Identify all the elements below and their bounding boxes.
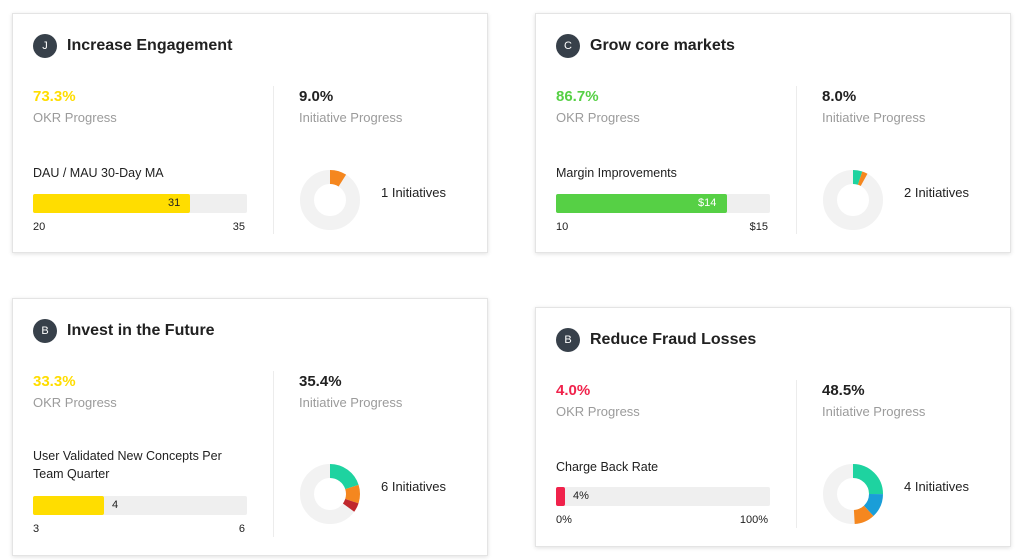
metric-current-value: 4% (573, 490, 589, 502)
metric-current-value: 4 (112, 499, 119, 511)
initiatives-count[interactable]: 4 Initiatives (904, 479, 970, 494)
metric-name[interactable]: User Validated New Concepts Per Team Qua… (33, 449, 222, 481)
metric-max-value: $15 (749, 221, 768, 233)
donut-segment-0[interactable] (823, 170, 883, 230)
card-title[interactable]: Invest in the Future (67, 322, 215, 339)
donut-segment-1[interactable] (300, 464, 360, 524)
divider (273, 86, 274, 234)
okr-progress-value: 4.0% (556, 382, 591, 399)
okr-progress-value: 33.3% (33, 373, 76, 390)
metric-min-value: 0% (556, 514, 572, 526)
avatar: C (556, 34, 580, 58)
metric-progress-bar: 4% (556, 487, 770, 506)
okr-card-increase-engagement[interactable]: J Increase Engagement 73.3% OKR Progress… (12, 13, 488, 253)
avatar: B (33, 319, 57, 343)
metric-name[interactable]: DAU / MAU 30-Day MA (33, 166, 164, 180)
card-title[interactable]: Reduce Fraud Losses (590, 331, 757, 348)
okr-progress-label: OKR Progress (556, 404, 640, 419)
initiative-progress-label: Initiative Progress (822, 404, 926, 419)
avatar: J (33, 34, 57, 58)
okr-progress-value: 86.7% (556, 88, 599, 105)
card-header: B Reduce Fraud Losses (556, 328, 756, 352)
metric-max-value: 100% (739, 514, 768, 526)
divider (796, 380, 797, 528)
initiative-progress-value: 48.5% (822, 382, 865, 399)
avatar: B (556, 328, 580, 352)
initiatives-count[interactable]: 6 Initiatives (381, 479, 447, 494)
initiatives-donut-chart (300, 170, 360, 230)
initiatives-donut-chart (823, 464, 883, 524)
metric-progress-bar: 31 (33, 194, 247, 213)
card-header: B Invest in the Future (33, 319, 215, 343)
initiative-progress-label: Initiative Progress (299, 110, 403, 125)
divider (796, 86, 797, 234)
metric-current-value: 31 (168, 197, 181, 209)
metric-max-value: 35 (232, 221, 245, 233)
initiative-progress-value: 35.4% (299, 373, 342, 390)
metric-progress-fill (556, 487, 565, 506)
okr-progress-label: OKR Progress (33, 110, 117, 125)
metric-name[interactable]: Charge Back Rate (556, 460, 659, 474)
okr-card-grow-core-markets[interactable]: C Grow core markets 86.7% OKR Progress 8… (535, 13, 1011, 253)
metric-progress-fill (33, 194, 190, 213)
card-title[interactable]: Grow core markets (590, 37, 735, 54)
metric-progress-fill (33, 496, 104, 515)
metric-name[interactable]: Margin Improvements (556, 166, 677, 180)
donut-segment-0[interactable] (300, 464, 360, 524)
card-header: C Grow core markets (556, 34, 735, 58)
okr-card-invest-in-the-future[interactable]: B Invest in the Future 33.3% OKR Progres… (12, 298, 488, 556)
metric-min-value: 3 (33, 523, 40, 535)
okr-progress-label: OKR Progress (33, 395, 117, 410)
okr-progress-value: 73.3% (33, 88, 76, 105)
okr-card-reduce-fraud-losses[interactable]: B Reduce Fraud Losses 4.0% OKR Progress … (535, 307, 1011, 547)
metric-progress-bar: $14 (556, 194, 770, 213)
metric-current-value: $14 (698, 197, 717, 209)
initiatives-count[interactable]: 1 Initiatives (381, 185, 447, 200)
initiative-progress-label: Initiative Progress (822, 110, 926, 125)
initiatives-count[interactable]: 2 Initiatives (904, 185, 970, 200)
initiative-progress-value: 9.0% (299, 88, 334, 105)
metric-max-value: 6 (238, 523, 245, 535)
initiative-progress-label: Initiative Progress (299, 395, 403, 410)
okr-progress-label: OKR Progress (556, 110, 640, 125)
metric-min-value: 20 (33, 221, 46, 233)
initiatives-donut-chart (300, 464, 360, 524)
card-header: J Increase Engagement (33, 34, 232, 58)
card-title[interactable]: Increase Engagement (67, 37, 233, 54)
initiative-progress-value: 8.0% (822, 88, 857, 105)
metric-min-value: 10 (556, 221, 569, 233)
donut-segment-0[interactable] (823, 464, 883, 524)
metric-progress-fill (556, 194, 727, 213)
divider (273, 371, 274, 537)
donut-segment-0[interactable] (300, 170, 360, 230)
metric-progress-bar: 4 (33, 496, 247, 515)
initiatives-donut-chart (823, 170, 883, 230)
